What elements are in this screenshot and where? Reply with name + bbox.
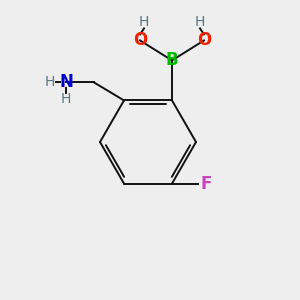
Text: H: H bbox=[45, 75, 55, 89]
Text: O: O bbox=[133, 32, 147, 50]
Text: H: H bbox=[61, 92, 71, 106]
Text: F: F bbox=[200, 175, 212, 193]
Text: O: O bbox=[197, 32, 211, 50]
Text: B: B bbox=[166, 51, 178, 69]
Text: N: N bbox=[59, 74, 73, 92]
Text: H: H bbox=[195, 15, 205, 29]
Text: H: H bbox=[139, 15, 149, 29]
